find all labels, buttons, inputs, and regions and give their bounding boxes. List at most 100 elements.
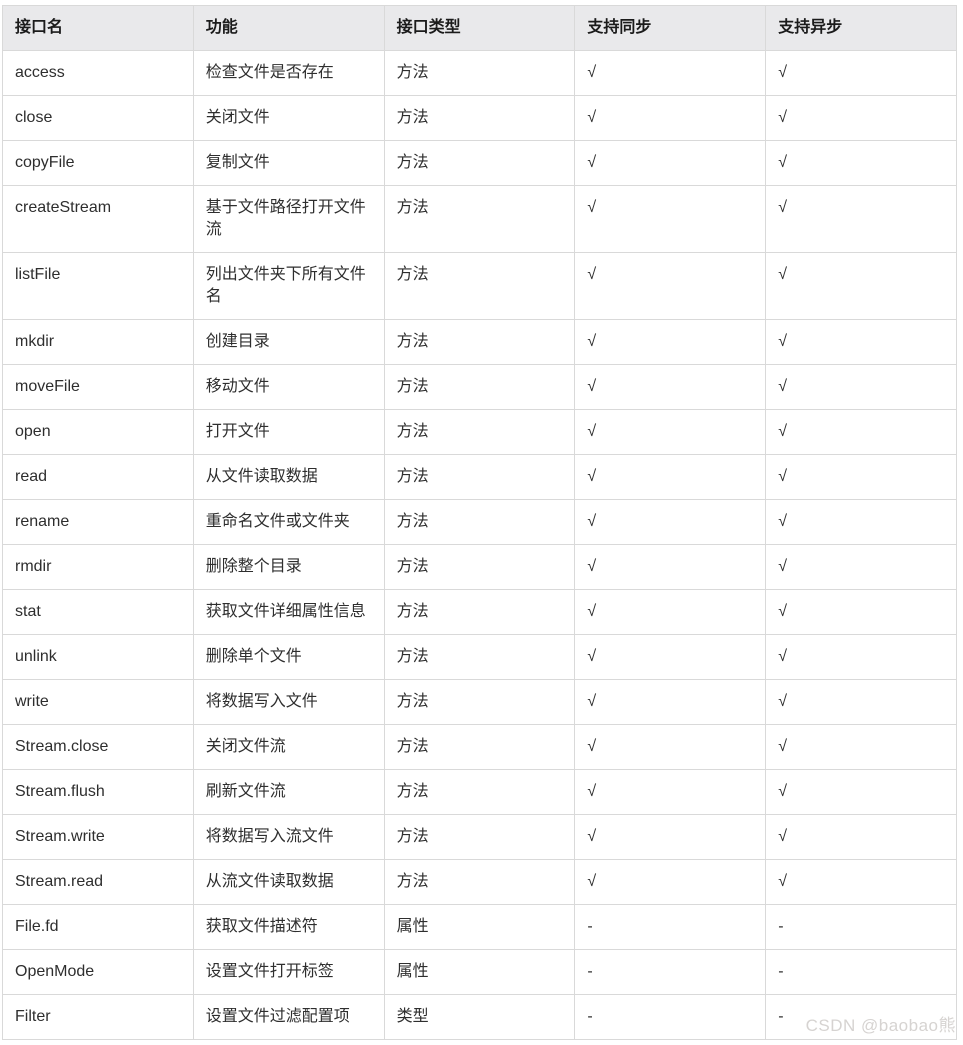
- cell-function: 列出文件夹下所有文件名: [192, 252, 385, 320]
- cell-interface-name: write: [2, 679, 194, 725]
- cell-supports-async: √: [765, 499, 957, 545]
- cell-supports-async: √: [765, 50, 957, 96]
- cell-supports-async: √: [765, 319, 957, 365]
- cell-interface-type: 方法: [383, 769, 576, 815]
- cell-interface-name: rmdir: [2, 544, 194, 590]
- column-header-supports-sync: 支持同步: [574, 5, 767, 51]
- cell-supports-sync: √: [574, 252, 767, 320]
- table-row: createStream 基于文件路径打开文件流 方法 √ √: [2, 185, 957, 253]
- column-header-function: 功能: [192, 5, 385, 51]
- table-row: listFile 列出文件夹下所有文件名 方法 √ √: [2, 252, 957, 320]
- cell-interface-name: Stream.write: [2, 814, 194, 860]
- cell-supports-async: -: [765, 949, 957, 995]
- cell-supports-sync: √: [574, 544, 767, 590]
- cell-interface-name: OpenMode: [2, 949, 194, 995]
- cell-interface-type: 方法: [383, 499, 576, 545]
- table-row: access 检查文件是否存在 方法 √ √: [2, 50, 957, 96]
- cell-interface-type: 方法: [383, 454, 576, 500]
- table-row: read 从文件读取数据 方法 √ √: [2, 454, 957, 500]
- cell-interface-type: 属性: [383, 904, 576, 950]
- cell-supports-async: √: [765, 724, 957, 770]
- cell-interface-name: File.fd: [2, 904, 194, 950]
- cell-interface-name: Stream.flush: [2, 769, 194, 815]
- cell-function: 刷新文件流: [192, 769, 385, 815]
- cell-supports-async: √: [765, 252, 957, 320]
- cell-function: 基于文件路径打开文件流: [192, 185, 385, 253]
- cell-interface-type: 方法: [383, 859, 576, 905]
- table-row: stat 获取文件详细属性信息 方法 √ √: [2, 589, 957, 635]
- cell-supports-async: √: [765, 454, 957, 500]
- table-row: Stream.read 从流文件读取数据 方法 √ √: [2, 859, 957, 905]
- cell-supports-sync: √: [574, 140, 767, 186]
- cell-supports-async: √: [765, 185, 957, 253]
- cell-interface-name: stat: [2, 589, 194, 635]
- cell-interface-name: access: [2, 50, 194, 96]
- cell-supports-sync: √: [574, 859, 767, 905]
- cell-interface-name: close: [2, 95, 194, 141]
- cell-function: 获取文件描述符: [192, 904, 385, 950]
- cell-function: 删除单个文件: [192, 634, 385, 680]
- cell-function: 关闭文件流: [192, 724, 385, 770]
- cell-supports-sync: √: [574, 454, 767, 500]
- cell-supports-sync: √: [574, 634, 767, 680]
- cell-supports-sync: √: [574, 679, 767, 725]
- table-row: rename 重命名文件或文件夹 方法 √ √: [2, 499, 957, 545]
- column-header-interface-name: 接口名: [2, 5, 194, 51]
- cell-interface-type: 方法: [383, 185, 576, 253]
- cell-supports-sync: -: [574, 904, 767, 950]
- cell-interface-type: 方法: [383, 95, 576, 141]
- table-row: open 打开文件 方法 √ √: [2, 409, 957, 455]
- cell-interface-type: 方法: [383, 409, 576, 455]
- cell-supports-async: √: [765, 634, 957, 680]
- cell-function: 检查文件是否存在: [192, 50, 385, 96]
- table-header: 接口名 功能 接口类型 支持同步 支持异步: [2, 5, 957, 51]
- cell-supports-sync: √: [574, 589, 767, 635]
- cell-function: 重命名文件或文件夹: [192, 499, 385, 545]
- table-row: File.fd 获取文件描述符 属性 - -: [2, 904, 957, 950]
- cell-function: 删除整个目录: [192, 544, 385, 590]
- cell-interface-name: read: [2, 454, 194, 500]
- cell-supports-sync: √: [574, 769, 767, 815]
- cell-interface-name: rename: [2, 499, 194, 545]
- cell-interface-type: 方法: [383, 140, 576, 186]
- cell-interface-type: 方法: [383, 544, 576, 590]
- cell-supports-sync: √: [574, 185, 767, 253]
- table-header-row: 接口名 功能 接口类型 支持同步 支持异步: [2, 5, 957, 51]
- cell-interface-name: unlink: [2, 634, 194, 680]
- cell-interface-name: moveFile: [2, 364, 194, 410]
- table-row: moveFile 移动文件 方法 √ √: [2, 364, 957, 410]
- table-row: write 将数据写入文件 方法 √ √: [2, 679, 957, 725]
- cell-supports-async: √: [765, 814, 957, 860]
- cell-interface-type: 类型: [383, 994, 576, 1040]
- cell-supports-async: √: [765, 364, 957, 410]
- cell-interface-name: Stream.read: [2, 859, 194, 905]
- cell-supports-async: √: [765, 859, 957, 905]
- cell-supports-sync: √: [574, 319, 767, 365]
- table-row: OpenMode 设置文件打开标签 属性 - -: [2, 949, 957, 995]
- cell-supports-sync: √: [574, 499, 767, 545]
- cell-interface-type: 方法: [383, 679, 576, 725]
- cell-supports-async: √: [765, 544, 957, 590]
- column-header-supports-async: 支持异步: [765, 5, 957, 51]
- cell-supports-sync: √: [574, 724, 767, 770]
- cell-function: 获取文件详细属性信息: [192, 589, 385, 635]
- cell-supports-async: √: [765, 769, 957, 815]
- api-reference-table: 接口名 功能 接口类型 支持同步 支持异步 access 检查文件是否存在 方法…: [2, 5, 957, 1040]
- cell-function: 移动文件: [192, 364, 385, 410]
- table-row: close 关闭文件 方法 √ √: [2, 95, 957, 141]
- cell-interface-type: 方法: [383, 814, 576, 860]
- cell-supports-async: √: [765, 589, 957, 635]
- cell-interface-name: Filter: [2, 994, 194, 1040]
- cell-function: 从流文件读取数据: [192, 859, 385, 905]
- cell-function: 设置文件打开标签: [192, 949, 385, 995]
- cell-supports-sync: √: [574, 50, 767, 96]
- cell-supports-async: √: [765, 409, 957, 455]
- table-row: Stream.write 将数据写入流文件 方法 √ √: [2, 814, 957, 860]
- cell-supports-async: -: [765, 994, 957, 1040]
- cell-function: 复制文件: [192, 140, 385, 186]
- cell-supports-sync: √: [574, 814, 767, 860]
- cell-supports-sync: √: [574, 364, 767, 410]
- cell-interface-type: 方法: [383, 589, 576, 635]
